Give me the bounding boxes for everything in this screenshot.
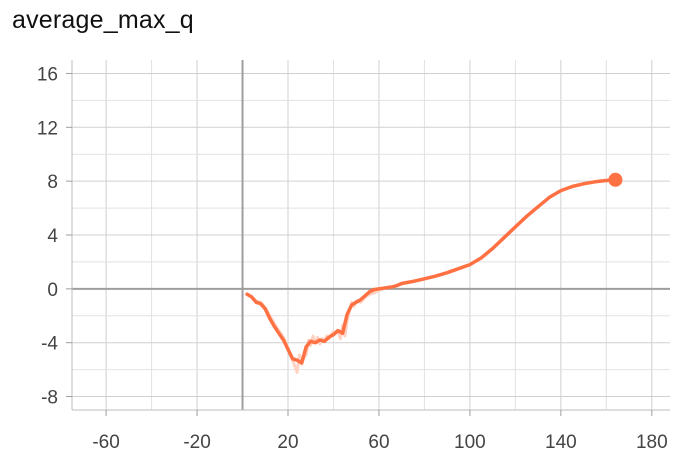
y-tick-label: 16 [37,64,58,85]
axes [66,60,670,416]
x-tick-label: 60 [368,432,389,453]
x-tick-label: -20 [183,432,210,453]
smoothed-series-line [245,178,618,365]
x-tick-label: 100 [454,432,486,453]
x-tick-label: 140 [545,432,577,453]
chart-title: average_max_q [12,6,194,34]
series [245,172,623,374]
y-tick-label: -4 [41,334,58,355]
grid [72,60,670,410]
x-tick-label: 20 [277,432,298,453]
y-tick-label: 12 [37,118,58,139]
y-tick-label: -8 [41,388,58,409]
x-tick-label: 180 [636,432,668,453]
y-tick-label: 0 [47,280,58,301]
y-tick-label: 4 [47,226,58,247]
last-point-marker [608,172,623,187]
y-tick-label: 8 [47,172,58,193]
raw-series-line [246,287,384,374]
x-tick-label: -60 [92,432,119,453]
tick-labels: -60 -20 20 60 100 140 180 16 12 8 4 0 -4 -8 [37,64,668,453]
